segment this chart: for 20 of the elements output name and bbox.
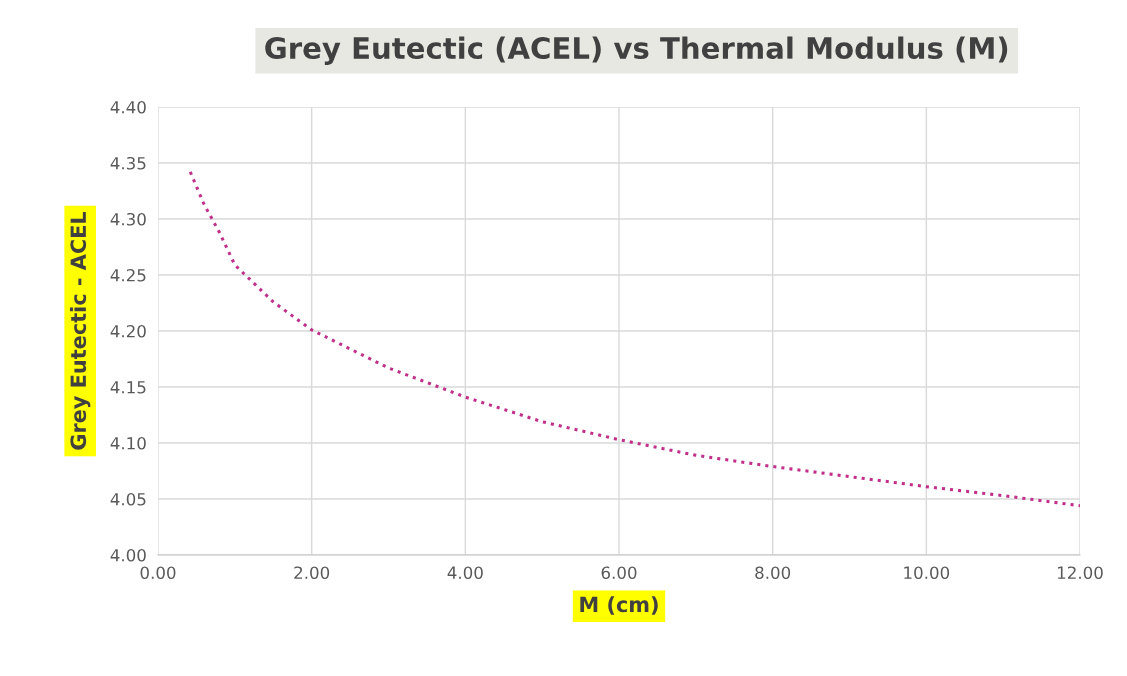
- y-tick-label: 4.00: [110, 548, 146, 562]
- y-tick-label: 4.35: [110, 156, 146, 170]
- x-tick-label: 0.00: [140, 566, 176, 580]
- y-tick-label: 4.10: [110, 436, 146, 450]
- y-tick-label: 4.25: [110, 268, 146, 282]
- x-tick-label: 10.00: [904, 566, 950, 580]
- y-tick-label: 4.15: [110, 381, 146, 394]
- x-tick-label: 4.00: [447, 566, 483, 580]
- y-tick-label: 4.30: [110, 212, 146, 226]
- x-tick-label: 2.00: [294, 566, 330, 580]
- y-tick-label: 4.40: [110, 100, 146, 114]
- x-axis-title: M (cm): [580, 596, 658, 615]
- y-tick-label: 4.05: [110, 492, 146, 506]
- y-axis-title: Grey Eutectic - ACEL: [70, 211, 91, 450]
- x-tick-label: 6.00: [601, 566, 637, 580]
- x-tick-label: 8.00: [755, 566, 791, 580]
- y-tick-label: 4.20: [110, 324, 146, 338]
- chart-title: Grey Eutectic (ACEL) vs Thermal Modulus (M): [265, 36, 1008, 65]
- x-tick-label: 12.00: [1057, 566, 1103, 580]
- line-series: [188, 170, 1080, 508]
